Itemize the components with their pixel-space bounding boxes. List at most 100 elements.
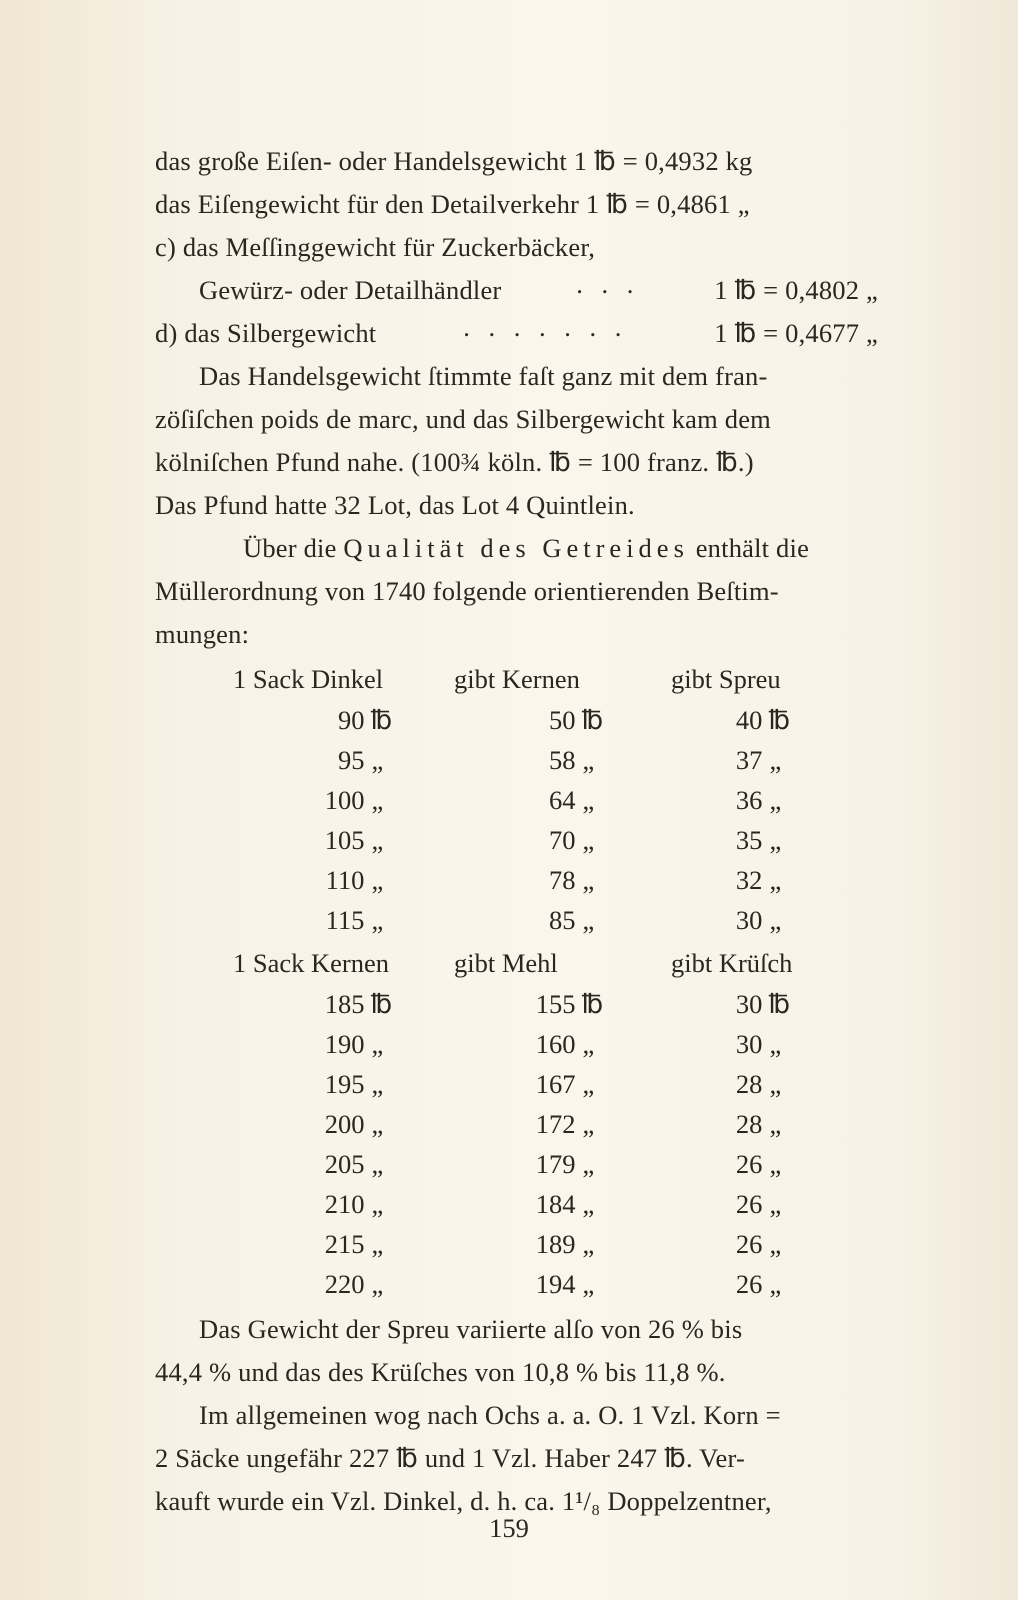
cell-c-unit: „ <box>762 1104 842 1144</box>
cell-a: 210 <box>233 1184 364 1224</box>
cell-c: 30 <box>655 1024 762 1064</box>
cell-b-unit: ℔ <box>575 984 655 1024</box>
text-a: Über die <box>243 533 343 563</box>
label-text: das Silbergewicht <box>184 318 376 348</box>
table-row: 90℔50℔40℔ <box>233 700 842 740</box>
table-header-row: 1 Sack Dinkel gibt Kernen gibt Spreu <box>233 658 842 700</box>
cell-a-unit: „ <box>364 1264 444 1304</box>
cell-c: 28 <box>655 1104 762 1144</box>
cell-a: 115 <box>233 900 364 940</box>
cell-b: 64 <box>444 780 575 820</box>
cell-b-unit: „ <box>575 1104 655 1144</box>
cell-c-unit: „ <box>762 900 842 940</box>
table-row: 205„179„26„ <box>233 1144 842 1184</box>
table-row: 185℔155℔30℔ <box>233 984 842 1024</box>
col-header-1: 1 Sack Dinkel <box>233 658 444 700</box>
paragraph-3-line2: 44,4 % und das des Krüſches von 10,8 % b… <box>155 1351 878 1394</box>
emphasis: Qualität des Getreides <box>343 533 688 563</box>
paragraph-2-line1: Über die Qualität des Getreides enthält … <box>155 527 878 570</box>
cell-a-unit: „ <box>364 1224 444 1264</box>
paragraph-3-line1: Das Gewicht der Spreu variierte alſo von… <box>155 1308 878 1351</box>
text: d) das Silbergewicht <box>155 312 376 355</box>
value: 1 ℔ = 0,4802 „ <box>714 269 878 312</box>
cell-c-unit: „ <box>762 1224 842 1264</box>
cell-c-unit: ℔ <box>762 984 842 1024</box>
cell-b-unit: „ <box>575 1064 655 1104</box>
cell-b: 78 <box>444 860 575 900</box>
page: das große Eiſen- oder Handelsgewicht 1 ℔… <box>0 0 1018 1600</box>
col-header-2: gibt Mehl <box>444 942 655 984</box>
cell-c-unit: „ <box>762 1184 842 1224</box>
page-number: 159 <box>0 1513 1018 1544</box>
cell-b: 179 <box>444 1144 575 1184</box>
paragraph-4-line1: Im allgemeinen wog nach Ochs a. a. O. 1 … <box>155 1394 878 1437</box>
dot-leader: . . . <box>501 263 714 306</box>
cell-a-unit: „ <box>364 860 444 900</box>
paragraph-1-line3: kölniſchen Pfund nahe. (100¾ köln. ℔ = 1… <box>155 441 878 484</box>
cell-a-unit: „ <box>364 780 444 820</box>
cell-b-unit: „ <box>575 900 655 940</box>
table-row: 220„194„26„ <box>233 1264 842 1304</box>
col-header-2: gibt Kernen <box>444 658 655 700</box>
table-kernen: 1 Sack Kernen gibt Mehl gibt Krüſch 185℔… <box>155 942 878 1304</box>
cell-b: 50 <box>444 700 575 740</box>
cell-c: 26 <box>655 1184 762 1224</box>
cell-c: 37 <box>655 740 762 780</box>
cell-c: 36 <box>655 780 762 820</box>
cell-a: 220 <box>233 1264 364 1304</box>
table: 1 Sack Kernen gibt Mehl gibt Krüſch 185℔… <box>233 942 842 1304</box>
cell-c-unit: „ <box>762 740 842 780</box>
table-header-row: 1 Sack Kernen gibt Mehl gibt Krüſch <box>233 942 842 984</box>
cell-a: 90 <box>233 700 364 740</box>
letter: c) <box>155 232 183 262</box>
cell-c-unit: ℔ <box>762 700 842 740</box>
table-row: 195„167„28„ <box>233 1064 842 1104</box>
cell-a: 95 <box>233 740 364 780</box>
value: 1 ℔ = 0,4677 „ <box>714 312 878 355</box>
cell-b: 58 <box>444 740 575 780</box>
table-row: 190„160„30„ <box>233 1024 842 1064</box>
cell-b: 85 <box>444 900 575 940</box>
table: 1 Sack Dinkel gibt Kernen gibt Spreu 90℔… <box>233 658 842 940</box>
table-dinkel: 1 Sack Dinkel gibt Kernen gibt Spreu 90℔… <box>155 658 878 940</box>
weight-item-a: das große Eiſen- oder Handelsgewicht 1 ℔… <box>155 140 878 183</box>
cell-b: 160 <box>444 1024 575 1064</box>
cell-c-unit: „ <box>762 1264 842 1304</box>
text: das Eiſengewicht für den Detailverkehr 1… <box>155 183 750 226</box>
paragraph-2-line2: Müllerordnung von 1740 folgende orientie… <box>155 570 878 613</box>
cell-b: 155 <box>444 984 575 1024</box>
cell-a: 200 <box>233 1104 364 1144</box>
table-row: 95„58„37„ <box>233 740 842 780</box>
cell-c: 26 <box>655 1224 762 1264</box>
cell-a: 185 <box>233 984 364 1024</box>
cell-a-unit: „ <box>364 1024 444 1064</box>
cell-a-unit: „ <box>364 900 444 940</box>
cell-a-unit: „ <box>364 1064 444 1104</box>
paragraph-1-line2: zöſiſchen poids de marc, und das Silberg… <box>155 398 878 441</box>
table-row: 105„70„35„ <box>233 820 842 860</box>
cell-c: 35 <box>655 820 762 860</box>
cell-a-unit: „ <box>364 1184 444 1224</box>
cell-c-unit: „ <box>762 1144 842 1184</box>
cell-a-unit: ℔ <box>364 700 444 740</box>
cell-b-unit: „ <box>575 1144 655 1184</box>
cell-c: 30 <box>655 900 762 940</box>
cell-b: 184 <box>444 1184 575 1224</box>
cell-c-unit: „ <box>762 860 842 900</box>
table-row: 110„78„32„ <box>233 860 842 900</box>
weight-item-d: d) das Silbergewicht . . . . . . . 1 ℔ =… <box>155 312 878 355</box>
col-header-3: gibt Krüſch <box>655 942 842 984</box>
weight-item-b: das Eiſengewicht für den Detailverkehr 1… <box>155 183 878 226</box>
cell-a-unit: „ <box>364 1144 444 1184</box>
text: das große Eiſen- oder Handelsgewicht 1 ℔… <box>155 140 753 183</box>
cell-a: 190 <box>233 1024 364 1064</box>
cell-a: 100 <box>233 780 364 820</box>
cell-c-unit: „ <box>762 1024 842 1064</box>
cell-a-unit: ℔ <box>364 984 444 1024</box>
cell-b: 172 <box>444 1104 575 1144</box>
paragraph-1-line1: Das Handelsgewicht ſtimmte faſt ganz mit… <box>155 355 878 398</box>
cell-c: 28 <box>655 1064 762 1104</box>
text: das Meſſinggewicht für Zuckerbäcker, <box>183 232 595 262</box>
cell-b-unit: „ <box>575 1184 655 1224</box>
table-row: 210„184„26„ <box>233 1184 842 1224</box>
